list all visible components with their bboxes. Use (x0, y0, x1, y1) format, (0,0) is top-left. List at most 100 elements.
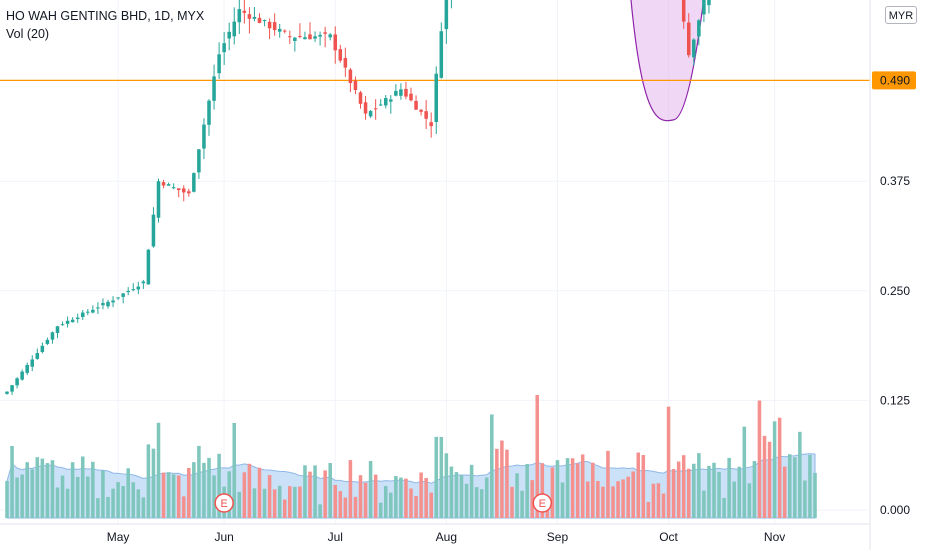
x-tick-label: Oct (659, 530, 678, 544)
volume-bar (732, 481, 736, 518)
candle-body (681, 0, 686, 22)
level-label-bg (872, 71, 916, 90)
volume-bar (555, 460, 560, 518)
volume-bar (641, 455, 646, 518)
candle-body (328, 34, 332, 38)
volume-bar (298, 486, 302, 518)
volume-bar (596, 480, 600, 518)
volume-bar (368, 461, 373, 518)
candle-body (424, 111, 428, 119)
volume-bar (242, 472, 247, 518)
volume-bar (75, 476, 80, 518)
volume-bar (86, 476, 90, 518)
x-tick-label: Jul (328, 530, 343, 544)
earnings-marker-circle (214, 493, 234, 513)
volume-bar (262, 488, 267, 518)
volume-bar (35, 457, 40, 518)
volume-bar (197, 445, 201, 518)
candle-body (232, 21, 237, 37)
price-axis-bg (870, 0, 932, 550)
grid (0, 0, 868, 524)
volume-bar (671, 469, 676, 518)
volume-bar (803, 480, 807, 518)
volume-bar (383, 486, 388, 518)
candle-body (141, 281, 146, 284)
volume-bar (247, 463, 252, 518)
volume-bar (585, 481, 590, 518)
volume-bar (65, 488, 70, 518)
volume-bar (151, 448, 156, 518)
candle-body (414, 100, 418, 110)
volume-bar (176, 475, 181, 518)
candle-body (313, 36, 317, 39)
volume-bar (358, 475, 363, 518)
candle-body (252, 16, 257, 19)
volume-bar (813, 472, 817, 518)
volume-bar (737, 466, 742, 518)
candle-body (303, 37, 307, 40)
volume-bar (535, 395, 540, 518)
volume-indicator-label: Vol (20) (6, 27, 50, 41)
candle-body (257, 17, 262, 23)
candle-body (702, 0, 706, 15)
volume-bar (520, 490, 524, 518)
candle-body (176, 188, 181, 191)
volume-bar (80, 456, 85, 518)
volume-bar (192, 462, 196, 518)
candle-body (373, 108, 378, 110)
volume-bar (479, 489, 484, 518)
candle-body (262, 20, 267, 22)
candle-body (343, 58, 348, 68)
volume-bar (30, 469, 35, 518)
candle-body (368, 111, 373, 117)
volume-bar (161, 472, 166, 518)
candle-body (101, 303, 105, 306)
volume-bar (601, 486, 605, 518)
volume-bar (616, 481, 620, 518)
volume-bar (560, 482, 565, 518)
volume-bar (106, 496, 110, 518)
volume-bar (91, 461, 95, 518)
volume-bar (414, 495, 418, 518)
volume-bar (373, 474, 378, 518)
x-tick-label: Nov (764, 530, 785, 544)
volume-bar (353, 496, 358, 518)
candle-body (277, 28, 282, 32)
volume-bar (808, 454, 812, 518)
volume-bar (676, 461, 681, 518)
volume-bar (166, 472, 171, 518)
volume-bar (474, 487, 479, 518)
volume-bar (575, 463, 580, 518)
candle-body (86, 311, 90, 313)
volume-bar (782, 466, 787, 518)
volume-bar (580, 454, 585, 518)
volume-bar (141, 497, 146, 518)
volume-bar (348, 460, 353, 518)
candle-body (267, 21, 272, 29)
currency-button[interactable]: MYR (885, 6, 917, 24)
volume-bar (500, 440, 504, 518)
volume-bar (20, 474, 24, 518)
volume-bar (697, 453, 701, 518)
candle-body (419, 109, 423, 112)
candle-body (20, 371, 24, 380)
volume-bar (55, 487, 60, 518)
volume-bar (10, 445, 14, 518)
volume-bar (267, 475, 272, 518)
candle-body (383, 98, 388, 106)
volume-bar (787, 454, 792, 518)
earnings-marker: E (532, 493, 553, 513)
volume-bar (449, 466, 454, 518)
candle-body (697, 20, 701, 37)
candle-body (197, 149, 201, 173)
x-tick-label: Aug (436, 530, 457, 544)
volume-bar (752, 461, 757, 518)
candle-body (111, 300, 115, 303)
volume-bar (793, 457, 797, 518)
volume-bar (444, 453, 449, 518)
candle-body (282, 30, 287, 32)
candle-body (242, 10, 247, 13)
